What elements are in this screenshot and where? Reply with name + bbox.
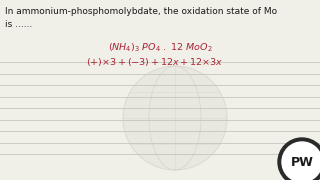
Text: is ......: is ...... (5, 20, 32, 29)
Circle shape (282, 142, 320, 180)
Text: In ammonium-phosphomolybdate, the oxidation state of Mo: In ammonium-phosphomolybdate, the oxidat… (5, 7, 277, 16)
Text: $(NH_4)_3\ PO_4\ .\ 12\ MoO_2$: $(NH_4)_3\ PO_4\ .\ 12\ MoO_2$ (108, 42, 212, 55)
Circle shape (123, 66, 227, 170)
Text: PW: PW (291, 156, 313, 168)
Circle shape (278, 138, 320, 180)
Text: $(+){\times}3 + (-3) + 12x + 12{\times}3x$: $(+){\times}3 + (-3) + 12x + 12{\times}3… (86, 56, 224, 68)
